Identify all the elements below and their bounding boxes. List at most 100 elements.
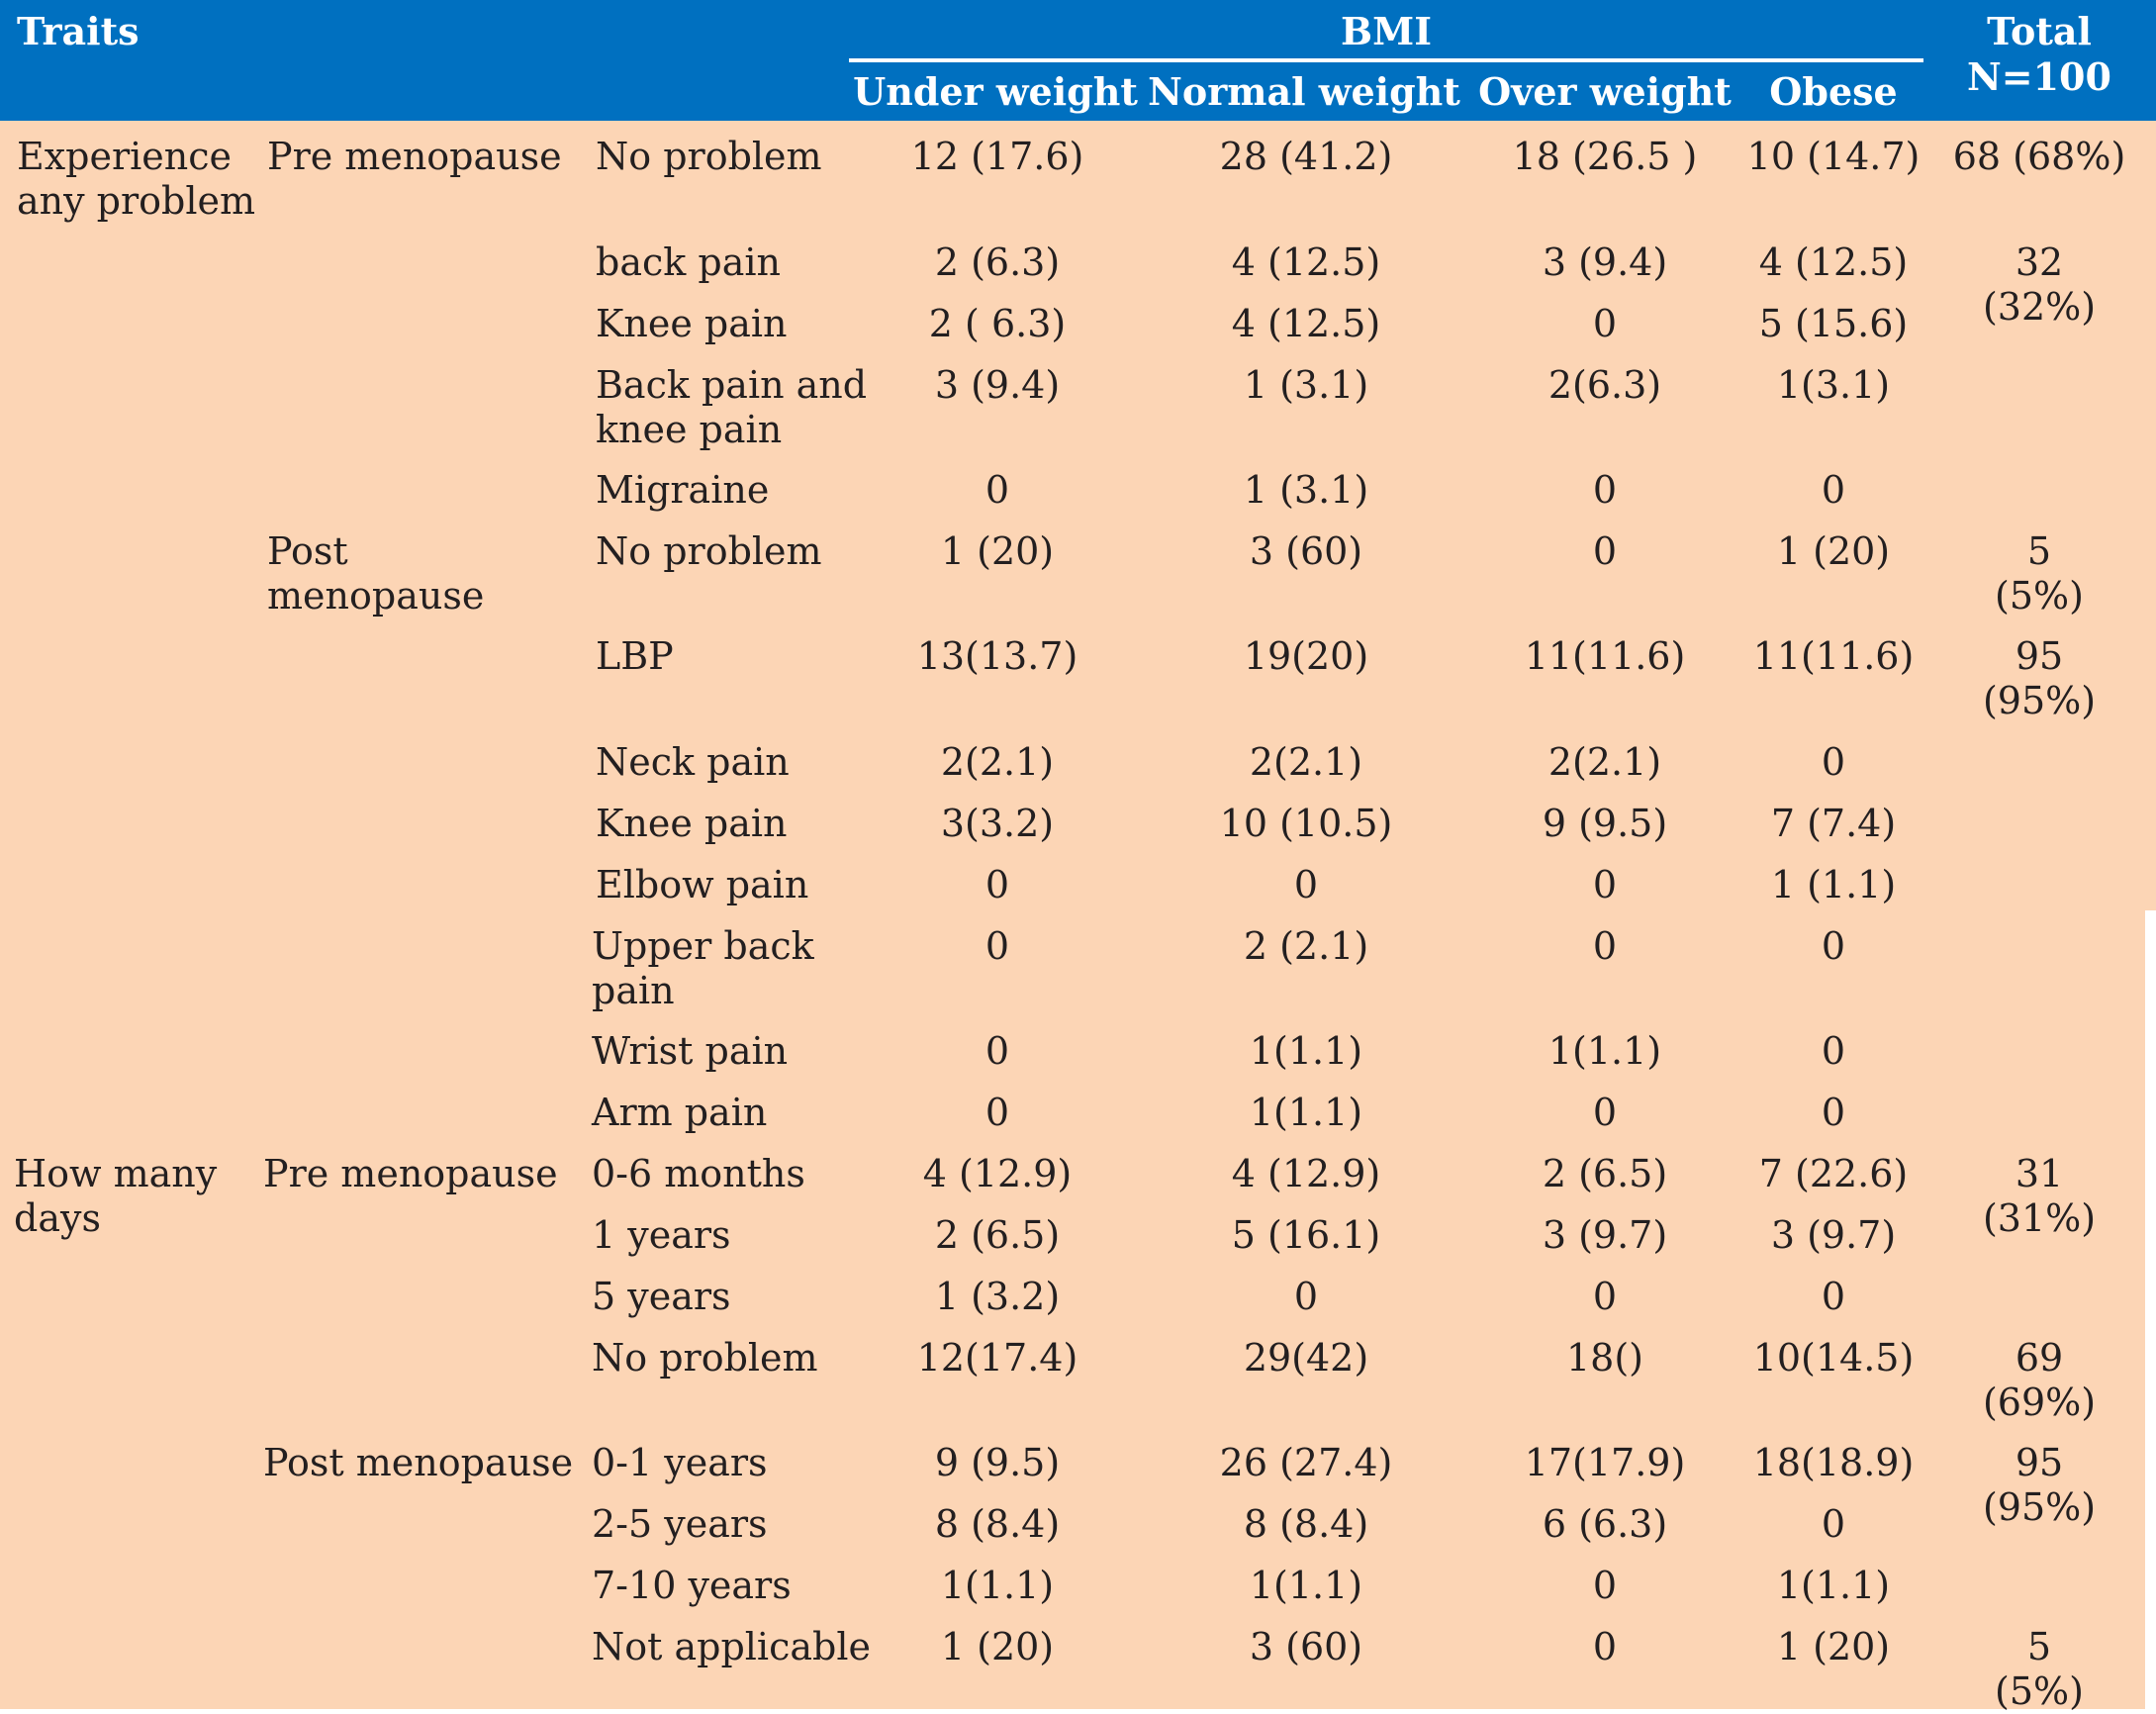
cell-over-weight: 0 (1592, 1625, 1618, 1668)
cell-over-weight: 18 (26.5 ) (1512, 135, 1698, 178)
cell-normal-weight: 0 (1293, 863, 1319, 906)
row-label: 2-5 years (592, 1502, 768, 1546)
cell-obese: 0 (1821, 924, 1846, 968)
total-cell: 95 (2015, 634, 2064, 678)
cell-normal-weight: 5 (16.1) (1231, 1213, 1381, 1257)
cell-over-weight: 0 (1592, 302, 1618, 345)
row-label: Elbow pain (596, 863, 809, 906)
cell-obese: 10 (14.7) (1746, 135, 1921, 178)
row-label: Wrist pain (592, 1029, 789, 1073)
trait-group-label: Experience (17, 135, 233, 178)
total-cell: 69 (2015, 1336, 2064, 1380)
cell-obese: 7 (22.6) (1758, 1152, 1909, 1195)
row-label: Arm pain (592, 1091, 768, 1134)
cell-normal-weight: 1(1.1) (1249, 1091, 1363, 1134)
col-header-over-weight: Over weight (1478, 69, 1732, 114)
cell-obese: 11(11.6) (1752, 634, 1915, 678)
cell-normal-weight: 8 (8.4) (1243, 1502, 1369, 1546)
cell-normal-weight: 10 (10.5) (1219, 802, 1393, 845)
cell-over-weight: 2(6.3) (1547, 363, 1662, 407)
page-margin (2145, 910, 2156, 1709)
cell-normal-weight: 2(2.1) (1249, 740, 1363, 784)
cell-normal-weight: 4 (12.9) (1231, 1152, 1381, 1195)
cell-normal-weight: 26 (27.4) (1219, 1441, 1393, 1484)
traits-header: Traits (17, 9, 140, 53)
cell-under-weight: 2(2.1) (940, 740, 1055, 784)
cell-over-weight: 0 (1592, 529, 1618, 573)
cell-obese: 4 (12.5) (1758, 240, 1909, 284)
total-cell: 31 (2015, 1152, 2064, 1195)
bmi-header: BMI (1341, 9, 1432, 53)
cell-obese: 0 (1821, 1091, 1846, 1134)
cell-normal-weight: 4 (12.5) (1231, 302, 1381, 345)
row-label: 0-6 months (592, 1152, 805, 1195)
cell-obese: 3 (9.7) (1770, 1213, 1897, 1257)
total-cell: (31%) (1982, 1196, 2097, 1240)
col-header-normal-weight: Normal weight (1148, 69, 1460, 114)
row-label: 0-1 years (592, 1441, 768, 1484)
bmi-header-rule (849, 58, 1923, 62)
row-label: 7-10 years (592, 1564, 792, 1607)
cell-under-weight: 0 (984, 1091, 1010, 1134)
cell-normal-weight: 1(1.1) (1249, 1564, 1363, 1607)
menopause-phase-label: Post (267, 529, 348, 573)
total-cell: (95%) (1982, 679, 2097, 722)
cell-over-weight: 0 (1592, 468, 1618, 512)
cell-normal-weight: 0 (1293, 1275, 1319, 1318)
row-label: No problem (596, 529, 822, 573)
row-label: Upper back (592, 924, 814, 968)
cell-obese: 0 (1821, 1502, 1846, 1546)
row-label: LBP (596, 634, 674, 678)
cell-over-weight: 11(11.6) (1524, 634, 1686, 678)
trait-group-label: any problem (17, 179, 256, 223)
row-label: Neck pain (596, 740, 790, 784)
menopause-phase-label: Post menopause (263, 1441, 574, 1484)
cell-normal-weight: 29(42) (1243, 1336, 1369, 1380)
cell-over-weight: 17(17.9) (1524, 1441, 1686, 1484)
total-cell: 95 (2015, 1441, 2064, 1484)
row-label: knee pain (596, 408, 783, 451)
cell-over-weight: 0 (1592, 863, 1618, 906)
cell-over-weight: 2 (6.5) (1542, 1152, 1668, 1195)
cell-obese: 0 (1821, 1275, 1846, 1318)
cell-obese: 1(3.1) (1776, 363, 1891, 407)
cell-normal-weight: 1 (3.1) (1243, 468, 1369, 512)
cell-over-weight: 9 (9.5) (1542, 802, 1668, 845)
cell-under-weight: 1(1.1) (940, 1564, 1055, 1607)
cell-under-weight: 12 (17.6) (910, 135, 1084, 178)
total-cell: 68 (68%) (1952, 135, 2126, 178)
cell-under-weight: 13(13.7) (916, 634, 1078, 678)
cell-under-weight: 9 (9.5) (934, 1441, 1061, 1484)
cell-over-weight: 1(1.1) (1547, 1029, 1662, 1073)
cell-under-weight: 0 (984, 924, 1010, 968)
cell-under-weight: 1 (3.2) (934, 1275, 1061, 1318)
menopause-phase-label: menopause (267, 574, 485, 618)
row-label: Knee pain (596, 302, 788, 345)
cell-obese: 18(18.9) (1752, 1441, 1915, 1484)
cell-obese: 0 (1821, 468, 1846, 512)
total-cell: 32 (2015, 240, 2064, 284)
cell-over-weight: 3 (9.4) (1542, 240, 1668, 284)
cell-under-weight: 0 (984, 468, 1010, 512)
row-label: Migraine (596, 468, 770, 512)
row-label: 5 years (592, 1275, 731, 1318)
col-header-under-weight: Under weight (853, 69, 1138, 114)
cell-normal-weight: 3 (60) (1249, 1625, 1363, 1668)
cell-obese: 5 (15.6) (1758, 302, 1909, 345)
cell-obese: 1 (1.1) (1770, 863, 1897, 906)
total-cell: 5 (2026, 529, 2052, 573)
cell-over-weight: 0 (1592, 1091, 1618, 1134)
cell-under-weight: 0 (984, 1029, 1010, 1073)
row-label: pain (592, 969, 675, 1012)
cell-over-weight: 0 (1592, 1564, 1618, 1607)
cell-under-weight: 12(17.4) (916, 1336, 1078, 1380)
cell-obese: 1(1.1) (1776, 1564, 1891, 1607)
trait-group-label: How many (14, 1152, 218, 1195)
cell-under-weight: 0 (984, 863, 1010, 906)
cell-under-weight: 4 (12.9) (922, 1152, 1073, 1195)
cell-obese: 10(14.5) (1752, 1336, 1915, 1380)
cell-under-weight: 2 ( 6.3) (928, 302, 1067, 345)
total-header-n: N=100 (1967, 54, 2111, 99)
